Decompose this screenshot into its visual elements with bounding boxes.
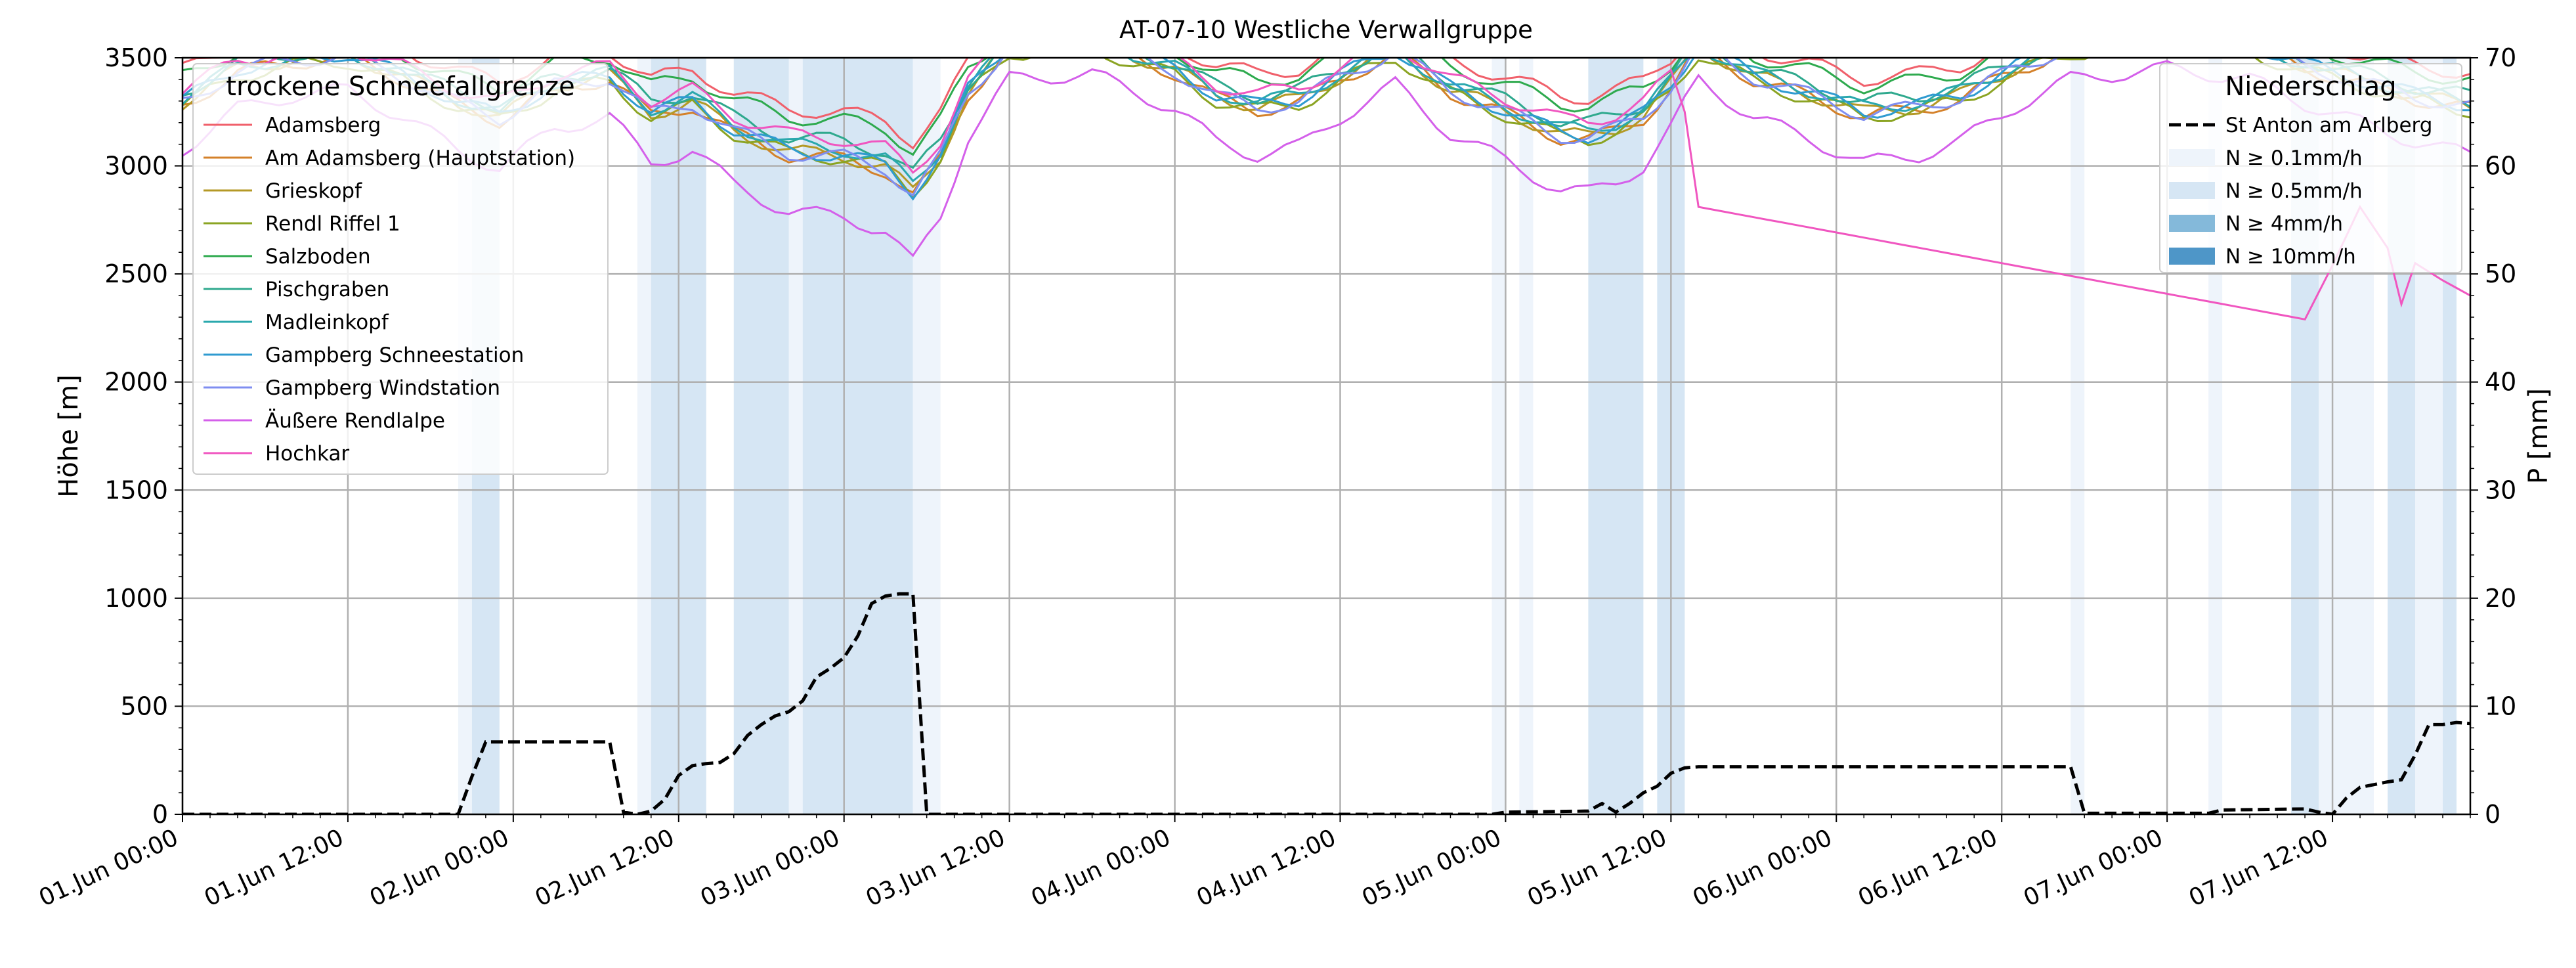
y2-tick-label: 70 — [2485, 43, 2516, 72]
precip-band — [1519, 58, 1534, 814]
y-tick-label: 500 — [120, 692, 168, 720]
legend-precip-class-swatch — [2169, 215, 2215, 232]
y-tick-label: 3000 — [104, 152, 168, 181]
y-tick-label: 1000 — [104, 584, 168, 613]
legend-precip-title: Niederschlag — [2225, 72, 2396, 102]
legend-snowline-label: Äußere Rendlalpe — [265, 409, 445, 433]
legend-snowline-label: Adamsberg — [265, 114, 381, 137]
plot-frame — [181, 56, 2472, 816]
y2-axis-label: P [mm] — [2523, 388, 2554, 484]
y-tick-label: 0 — [152, 800, 168, 829]
legend-snowline: trockene Schneefallgrenze Adamsberg Am Ada… — [192, 63, 609, 475]
legend-precip-class-swatch — [2169, 149, 2215, 166]
legend-snowline-title: trockene Schneefallgrenze — [226, 72, 574, 102]
y2-tick-label: 10 — [2485, 692, 2516, 720]
precip-cumulative-series — [182, 592, 2470, 814]
y-tick-label: 3500 — [104, 43, 168, 72]
y2-tick-label: 40 — [2485, 368, 2516, 397]
legend-precip-class-label: N ≥ 10mm/h — [2225, 245, 2356, 269]
legend-precip-line-label: St Anton am Arlberg — [2225, 114, 2432, 137]
y-axis-label: Höhe [m] — [54, 374, 84, 497]
y2-tick-label: 30 — [2485, 475, 2516, 504]
legend-snowline-label: Rendl Riffel 1 — [265, 212, 400, 236]
y2-tick-label: 50 — [2485, 259, 2516, 288]
precip-band — [733, 58, 789, 814]
precip-band — [1588, 58, 1644, 814]
legend-precip-box — [2159, 63, 2462, 273]
y-tick-label: 2500 — [104, 259, 168, 288]
legend-snowline-label: Salzboden — [265, 245, 371, 269]
legend-snowline-label: Gampberg Windstation — [265, 376, 500, 400]
legend-precip-class-label: N ≥ 0.5mm/h — [2225, 179, 2363, 203]
legend-precip-class-swatch — [2169, 248, 2215, 265]
y2-tick-label: 60 — [2485, 152, 2516, 181]
y2-tick-label: 20 — [2485, 584, 2516, 613]
legend-snowline-label: Am Adamsberg (Hauptstation) — [265, 146, 575, 170]
legend-snowline-label: Hochkar — [265, 442, 349, 466]
y2-tick-label: 0 — [2485, 800, 2501, 829]
precip-band — [1492, 58, 1506, 814]
legend-precip-class-swatch — [2169, 182, 2215, 199]
precip-band — [788, 58, 803, 814]
precip-band — [2071, 58, 2085, 814]
precip-band — [637, 58, 651, 814]
legend-snowline-box — [192, 63, 609, 475]
y-tick-label: 2000 — [104, 368, 168, 397]
precip-cumulative-line — [182, 592, 2470, 814]
legend-precip-class-label: N ≥ 4mm/h — [2225, 212, 2343, 236]
chart-title: AT-07-10 Westliche Verwallgruppe — [1119, 16, 1533, 44]
legend-snowline-label: Pischgraben — [265, 278, 389, 301]
legend-snowline-label: Grieskopf — [265, 179, 362, 203]
legend-snowline-label: Gampberg Schneestation — [265, 343, 524, 367]
legend-precipitation: Niederschlag St Anton am Arlberg N ≥ 0.1mm… — [2159, 63, 2462, 273]
legend-snowline-label: Madleinkopf — [265, 311, 389, 334]
legend-precip-class-label: N ≥ 0.1mm/h — [2225, 146, 2363, 170]
y-tick-label: 1500 — [104, 475, 168, 504]
